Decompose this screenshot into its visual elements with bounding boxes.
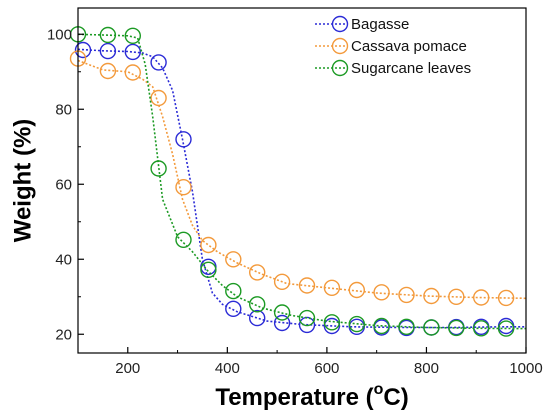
legend-marker-bagasse	[331, 15, 349, 33]
data-point-bagasse	[150, 54, 167, 71]
data-point-cassava-pomace	[398, 286, 415, 304]
legend-entry-cassava-pomace: Cassava pomace	[315, 37, 467, 55]
data-point-sugarcane-leaves	[497, 320, 515, 337]
series-line-sugarcane-leaves	[77, 33, 527, 330]
data-point-bagasse	[249, 309, 266, 327]
plot-frame	[77, 7, 527, 354]
legend-label-bagasse: Bagasse	[351, 16, 409, 33]
data-point-bagasse	[225, 300, 242, 317]
data-point-bagasse	[74, 41, 92, 59]
legend-label-sugarcane-leaves: Sugarcane leaves	[351, 60, 471, 77]
series-layer	[69, 26, 527, 337]
data-point-sugarcane-leaves	[200, 261, 217, 278]
data-point-cassava-pomace	[423, 287, 440, 305]
y-axis-title: Weight (%)	[9, 119, 36, 243]
x-tick-label: 1000	[509, 360, 542, 377]
data-point-cassava-pomace	[200, 236, 217, 254]
legend-entry-bagasse: Bagasse	[315, 15, 409, 33]
data-point-sugarcane-leaves	[273, 304, 291, 321]
x-tick-label: 600	[314, 360, 339, 377]
legend-marker-sugarcane-leaves	[331, 59, 349, 77]
data-point-cassava-pomace	[473, 289, 490, 306]
series-line-cassava-pomace	[77, 59, 527, 300]
data-point-cassava-pomace	[225, 251, 242, 268]
data-point-sugarcane-leaves	[225, 282, 242, 300]
data-point-cassava-pomace	[497, 289, 515, 307]
data-point-cassava-pomace	[448, 288, 465, 305]
data-point-bagasse	[200, 258, 217, 275]
ticks-layer: 200 400 600 800 1000 20 40 60 80 100	[47, 26, 543, 377]
data-point-sugarcane-leaves	[448, 319, 465, 337]
data-point-sugarcane-leaves	[348, 315, 365, 333]
data-point-bagasse	[175, 131, 192, 148]
data-point-sugarcane-leaves	[298, 309, 316, 327]
data-point-sugarcane-leaves	[124, 27, 142, 44]
data-point-sugarcane-leaves	[323, 314, 341, 331]
data-point-cassava-pomace	[323, 279, 341, 296]
data-point-cassava-pomace	[373, 284, 390, 301]
series-line-bagasse	[77, 48, 526, 329]
y-tick-label: 80	[55, 101, 72, 118]
data-point-cassava-pomace	[175, 178, 192, 196]
x-tick-label: 200	[115, 360, 140, 377]
x-axis-title-unit: C)	[383, 384, 408, 411]
data-point-bagasse	[99, 42, 117, 60]
x-tick-label: 800	[414, 360, 439, 377]
data-point-cassava-pomace	[124, 64, 142, 81]
legend-marker-cassava-pomace	[331, 37, 349, 55]
x-axis-title-degree: o	[374, 381, 384, 398]
legend-entry-sugarcane-leaves: Sugarcane leaves	[315, 59, 471, 77]
data-point-cassava-pomace	[99, 62, 117, 80]
data-point-bagasse	[323, 317, 341, 335]
data-point-cassava-pomace	[348, 281, 365, 299]
data-point-sugarcane-leaves	[150, 160, 167, 177]
data-point-sugarcane-leaves	[473, 320, 490, 337]
x-axis-title-main: Temperature (	[215, 384, 373, 411]
data-point-cassava-pomace	[273, 273, 291, 290]
data-point-bagasse	[124, 43, 142, 61]
y-tick-label: 100	[47, 26, 72, 43]
legend-label-cassava-pomace: Cassava pomace	[351, 38, 467, 55]
y-tick-label: 20	[55, 326, 72, 343]
data-point-bagasse	[273, 314, 291, 332]
data-point-sugarcane-leaves	[373, 317, 390, 335]
y-tick-label: 60	[55, 176, 72, 193]
data-point-cassava-pomace	[249, 264, 266, 281]
data-point-sugarcane-leaves	[423, 319, 440, 336]
data-point-sugarcane-leaves	[175, 231, 192, 249]
legend: Bagasse Cassava pomace Sugarcane leaves	[315, 15, 471, 77]
x-axis-title: Temperature (oC)	[215, 381, 408, 411]
data-point-sugarcane-leaves	[249, 296, 266, 313]
data-point-sugarcane-leaves	[99, 26, 117, 44]
y-tick-label: 40	[55, 251, 72, 268]
data-point-cassava-pomace	[298, 277, 316, 294]
data-point-sugarcane-leaves	[398, 318, 415, 335]
data-point-cassava-pomace	[150, 89, 167, 107]
x-tick-label: 400	[215, 360, 240, 377]
